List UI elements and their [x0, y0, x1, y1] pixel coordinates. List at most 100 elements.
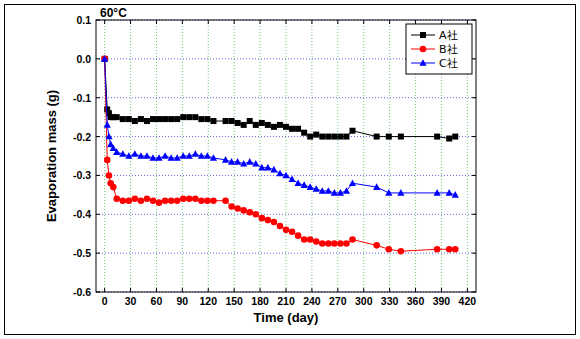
x-tick-top [441, 20, 442, 24]
x-tick-label: 240 [303, 295, 321, 307]
data-point [295, 126, 301, 132]
data-point [131, 150, 138, 157]
data-point [331, 240, 338, 247]
data-point [228, 203, 235, 210]
x-tick-top [311, 20, 312, 24]
series-group [101, 55, 459, 254]
y-tick-label: -0.1 [73, 92, 91, 104]
x-tick-top [337, 20, 338, 24]
x-tick-label: 210 [277, 295, 295, 307]
y-tick-label: -0.2 [73, 131, 91, 143]
data-point [246, 158, 253, 165]
data-point [174, 116, 180, 122]
data-point [150, 116, 156, 122]
data-point [113, 148, 120, 155]
data-point [307, 236, 314, 243]
data-point [106, 172, 113, 179]
data-point [301, 181, 308, 188]
y-tick-right [472, 136, 476, 137]
legend-marker [420, 32, 426, 38]
data-point [235, 120, 241, 126]
data-point [313, 132, 319, 138]
data-point [222, 197, 229, 204]
data-point [198, 197, 205, 204]
outer-frame [5, 5, 576, 335]
data-point [156, 116, 162, 122]
data-point [180, 195, 187, 202]
data-point [265, 122, 271, 128]
data-point [319, 240, 326, 247]
data-point [192, 150, 199, 157]
x-tick-top [182, 20, 183, 24]
x-tick [441, 288, 442, 292]
data-point [126, 116, 132, 122]
x-tick-top [467, 20, 468, 24]
x-tick [182, 288, 183, 292]
data-point [253, 122, 259, 128]
x-tick [467, 288, 468, 292]
y-tick-right [472, 292, 476, 293]
data-point [234, 158, 241, 165]
x-tick-top [104, 20, 105, 24]
data-point [210, 118, 216, 124]
x-tick-top [389, 20, 390, 24]
data-point [101, 55, 108, 62]
data-point [192, 195, 199, 202]
data-point [307, 183, 314, 190]
series-line [105, 59, 456, 195]
y-tick-right [472, 175, 476, 176]
data-point [120, 116, 126, 122]
x-grid-line [234, 20, 235, 292]
data-point [204, 152, 211, 159]
data-point [162, 197, 169, 204]
data-point [113, 195, 120, 202]
x-tick-label: 390 [433, 295, 451, 307]
data-point [373, 242, 380, 249]
data-point [331, 134, 337, 140]
y-tick [96, 58, 100, 59]
data-point [277, 122, 283, 128]
y-tick [96, 136, 100, 137]
data-point [174, 197, 181, 204]
data-point [252, 160, 259, 167]
data-point [223, 118, 229, 124]
data-point [150, 197, 157, 204]
y-tick-label: -0.6 [73, 286, 91, 298]
data-point [295, 232, 302, 239]
y-tick-right [472, 20, 476, 21]
y-grid-line [96, 253, 476, 254]
data-point [144, 195, 151, 202]
x-tick [130, 288, 131, 292]
data-point [265, 217, 272, 224]
y-tick-label: -0.3 [73, 169, 91, 181]
data-point [132, 118, 138, 124]
data-point [210, 154, 217, 161]
data-point [259, 120, 265, 126]
data-point [313, 238, 320, 245]
data-point [162, 116, 168, 122]
data-point [270, 166, 277, 173]
data-point [282, 172, 289, 179]
data-point [126, 197, 133, 204]
data-point [240, 207, 247, 214]
x-tick-label: 300 [355, 295, 373, 307]
data-point [325, 134, 331, 140]
data-point [325, 187, 332, 194]
data-point [258, 164, 265, 171]
data-point [247, 118, 253, 124]
x-tick-label: 60 [151, 295, 163, 307]
data-point [271, 124, 277, 130]
y-grid-line [96, 214, 476, 215]
data-point [252, 211, 259, 218]
data-point [168, 197, 175, 204]
y-tick-right [472, 97, 476, 98]
data-point [119, 150, 126, 157]
data-point [104, 157, 111, 164]
data-point [337, 189, 344, 196]
x-tick [156, 288, 157, 292]
y-tick-right [472, 214, 476, 215]
data-point [198, 152, 205, 159]
data-point [331, 189, 338, 196]
x-tick [337, 288, 338, 292]
legend-label: A社 [439, 29, 458, 42]
